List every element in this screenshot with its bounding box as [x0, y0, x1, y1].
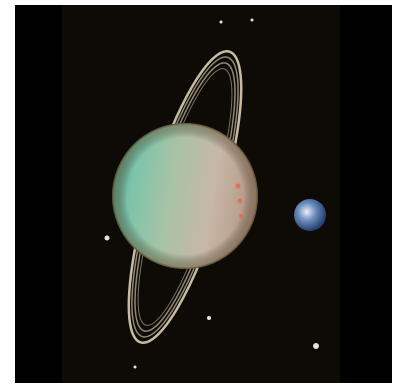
planet-limb	[112, 123, 258, 269]
moons	[104, 18, 319, 369]
storm-spots	[235, 183, 243, 218]
earth	[294, 199, 326, 231]
